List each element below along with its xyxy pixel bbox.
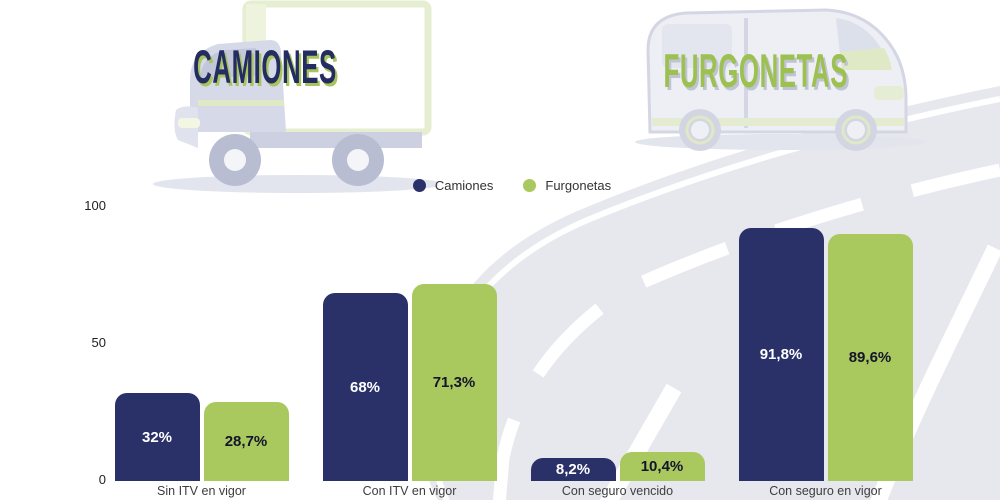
bar-camiones-sin-itv-en-vigor: 32% [114, 393, 200, 481]
y-axis-tick-0: 0 [98, 472, 106, 487]
van-illustration [635, 8, 925, 151]
legend-item-furgonetas: Furgonetas [523, 178, 611, 193]
bar-value-label: 28,7% [224, 433, 268, 450]
chart-legend: Camiones Furgonetas [0, 178, 1000, 193]
bar-value-label: 10,4% [640, 458, 684, 475]
bar-group-con-seguro-vencido: 8,2% 10,4% [530, 452, 705, 481]
legend-label-camiones: Camiones [434, 178, 494, 193]
bar-group-sin-itv-en-vigor: 32% 28,7% [114, 393, 289, 481]
bar-furgonetas-sin-itv-en-vigor: 28,7% [203, 402, 289, 481]
camiones-legend-dot-icon [412, 179, 426, 192]
camiones-title: CAMIONES [193, 40, 337, 93]
category-label-con-itv-en-vigor: Con ITV en vigor [362, 484, 457, 498]
furgonetas-legend-dot-icon [523, 179, 537, 192]
legend-label-furgonetas: Furgonetas [545, 178, 612, 193]
y-axis-tick-100: 100 [84, 198, 106, 213]
bar-value-label: 89,6% [848, 349, 892, 366]
bar-value-label: 71,3% [432, 374, 476, 391]
bar-value-label: 68% [349, 378, 381, 396]
bar-group-con-itv-en-vigor: 68% 71,3% [322, 284, 497, 481]
bar-value-label: 32% [141, 428, 173, 446]
bar-camiones-con-seguro-en-vigor: 91,8% [738, 228, 824, 481]
road-lane-dash [599, 383, 682, 500]
category-label-con-seguro-vencido: Con seguro vencido [561, 484, 674, 498]
furgonetas-title: FURGONETAS [663, 44, 849, 97]
y-axis-tick-50: 50 [91, 335, 106, 350]
category-label-con-seguro-en-vigor: Con seguro en vigor [769, 484, 882, 498]
bar-furgonetas-con-seguro-vencido: 10,4% [619, 452, 705, 481]
bar-chart-plot-area: 32% 28,7% 68% 71,3% 8,2% 10,4% 91,8% 89,6% [112, 205, 917, 481]
bar-camiones-con-itv-en-vigor: 68% [322, 293, 408, 481]
bar-value-label: 8,2% [555, 461, 591, 478]
bar-furgonetas-con-seguro-en-vigor: 89,6% [827, 234, 913, 481]
bar-value-label: 91,8% [759, 346, 803, 363]
bar-group-con-seguro-en-vigor: 91,8% 89,6% [738, 228, 913, 481]
category-label-sin-itv-en-vigor: Sin ITV en vigor [157, 484, 246, 498]
bar-furgonetas-con-itv-en-vigor: 71,3% [411, 284, 497, 481]
legend-item-camiones: Camiones [412, 178, 494, 193]
bar-camiones-con-seguro-vencido: 8,2% [530, 458, 616, 481]
box-truck-illustration [153, 0, 438, 193]
